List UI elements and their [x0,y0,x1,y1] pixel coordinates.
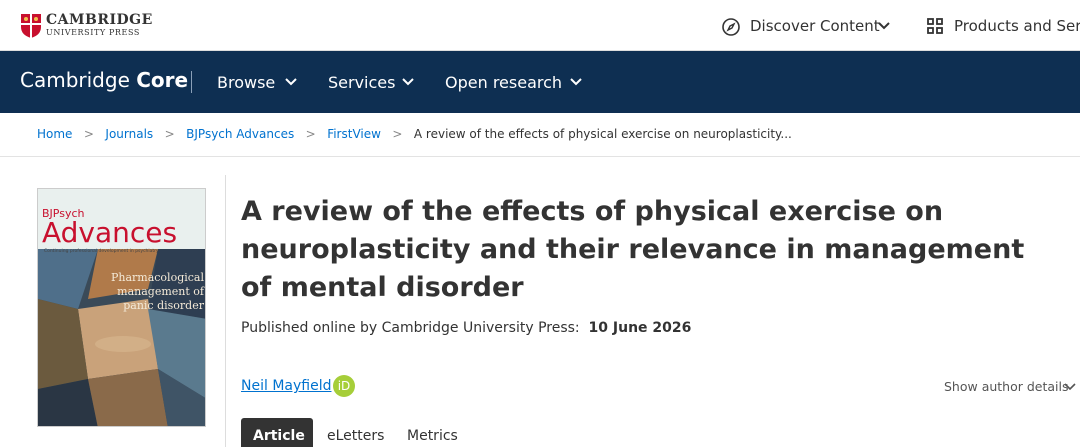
published-line: Published online by Cambridge University… [241,320,691,336]
breadcrumb[interactable]: FirstView [327,127,381,141]
logo-subtext: UNIVERSITY PRESS [46,28,141,37]
logo-text[interactable]: CAMBRIDGE [46,12,153,28]
brand-regular: Cambridge [20,68,130,92]
cover-journal: Advances [42,216,178,249]
grid-icon [927,18,943,34]
divider [191,71,192,93]
author-link[interactable]: Neil Mayfield [241,378,332,394]
main-nav: Cambridge Core Browse Services Open rese… [0,51,1080,113]
separator: > [384,127,411,141]
breadcrumb-trail: Home > Journals > BJPsych Advances > Fir… [37,127,792,141]
nav-item[interactable]: Open research [445,73,563,92]
cover-feature: Pharmacological management of panic diso… [110,271,204,312]
compass-icon [722,18,740,36]
tab-active[interactable]: Article [241,418,313,447]
nav-link[interactable]: Discover Content [750,17,880,35]
brand[interactable]: Cambridge Core [20,68,188,92]
chevron [285,78,297,86]
published-label: Published online by Cambridge University… [241,320,580,336]
top-bar: CAMBRIDGE UNIVERSITY PRESS Discover Cont… [0,0,1080,51]
chevron [402,78,414,86]
breadcrumb[interactable]: Journals [105,127,154,141]
breadcrumbs: Home > Journals > BJPsych Advances > Fir… [0,113,1080,157]
tab[interactable]: eLetters [327,428,385,444]
logo-shield [21,14,41,38]
brand-bold: Core [136,68,189,92]
cover-tagline: Continuing professional development in p… [44,249,159,254]
chevron [878,22,890,30]
author-details-toggle[interactable]: Show author details [944,379,1069,394]
published-date: 10 June 2026 [588,320,692,336]
separator: > [157,127,183,141]
separator: > [76,127,102,141]
journal-cover[interactable]: BJPsych Advances Continuing professional… [37,188,206,427]
cover-journal-small: BJPsych [42,207,85,220]
chevron [1064,383,1076,391]
divider [225,175,226,447]
breadcrumb-current: A review of the effects of physical exer… [413,127,792,141]
breadcrumb[interactable]: Home [37,127,73,141]
tab[interactable]: Metrics [407,428,458,444]
breadcrumb[interactable]: BJPsych Advances [186,127,295,141]
nav-item[interactable]: Browse [217,73,276,92]
cover-art [38,249,205,426]
chevron [570,78,582,86]
separator: > [298,127,324,141]
nav-item[interactable]: Services [328,73,396,92]
article-title: A review of the effects of physical exer… [241,196,1025,303]
orcid-badge[interactable]: iD [333,375,355,397]
nav-link[interactable]: Products and Servi [954,17,1080,35]
